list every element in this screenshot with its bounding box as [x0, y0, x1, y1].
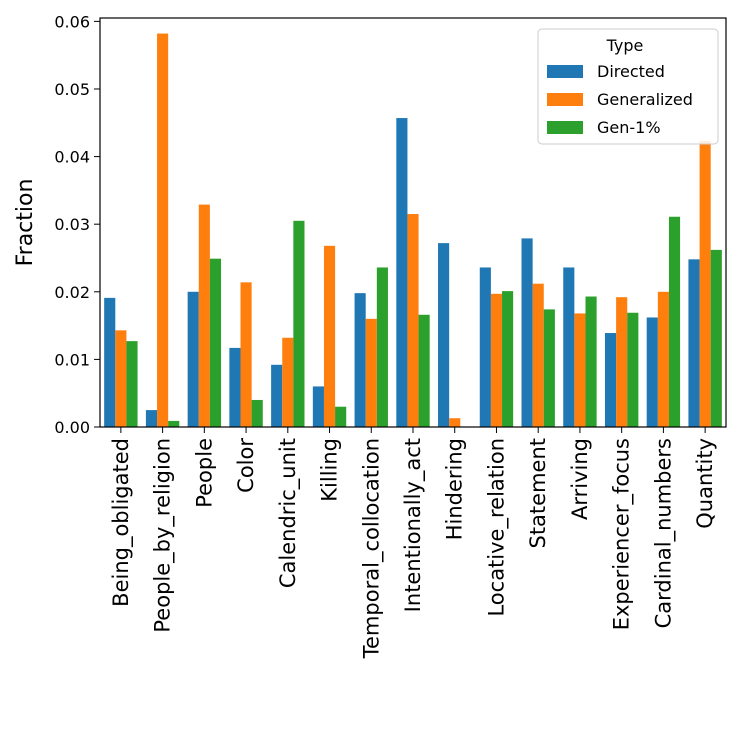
x-tick-label: Temporal_collocation	[359, 438, 384, 659]
bar-directed-intentionally-act	[396, 118, 408, 428]
legend-title: Type	[606, 36, 644, 55]
bar-generalized-arriving	[574, 313, 586, 427]
bar-gen-1--arriving	[585, 296, 597, 427]
y-tick-label: 0.00	[54, 418, 90, 437]
bar-gen-1--killing	[335, 406, 347, 427]
x-tick-label: Arriving	[568, 438, 592, 520]
y-tick-label: 0.01	[54, 350, 90, 369]
legend-label: Generalized	[597, 90, 693, 109]
bar-gen-1--color	[251, 399, 263, 427]
bars-layer	[104, 33, 722, 428]
x-tick-label: Intentionally_act	[401, 438, 426, 612]
x-tick-label: Killing	[318, 438, 342, 502]
y-axis: 0.00 0.01 0.02 0.03 0.04 0.05 0.06	[54, 12, 100, 437]
x-tick-label: Being_obligated	[109, 438, 134, 607]
bar-gen-1--people	[209, 258, 222, 427]
legend-box	[537, 28, 719, 145]
legend-swatch-generalized	[547, 93, 583, 106]
legend: Type Directed Generalized Gen-1%	[537, 28, 719, 145]
bar-gen-1--statement	[543, 309, 555, 427]
x-tick-label: People_by_religion	[151, 438, 176, 633]
bar-gen-1--temporal-collocation	[376, 267, 388, 427]
legend-label: Gen-1%	[597, 118, 661, 137]
x-tick-label: Locative_relation	[484, 438, 509, 617]
bar-gen-1--being-obligated	[126, 341, 138, 427]
bar-directed-arriving	[563, 267, 575, 427]
y-tick-label: 0.02	[54, 283, 90, 302]
bar-directed-killing	[312, 386, 324, 427]
y-tick-label: 0.03	[54, 215, 90, 234]
bar-generalized-quantity	[699, 141, 711, 428]
bar-gen-1--calendric-unit	[293, 220, 305, 427]
bar-directed-hindering	[438, 243, 450, 427]
x-tick-label: People	[192, 438, 216, 508]
y-tick-label: 0.04	[54, 148, 90, 167]
y-tick-label: 0.06	[54, 12, 90, 31]
bar-directed-quantity	[688, 259, 700, 427]
y-tick-label: 0.05	[54, 80, 90, 99]
bar-directed-being-obligated	[104, 297, 116, 427]
bar-directed-cardinal-numbers	[646, 317, 658, 427]
legend-label: Directed	[597, 62, 665, 81]
bar-gen-1--cardinal-numbers	[668, 216, 681, 427]
x-tick-label: Calendric_unit	[276, 438, 301, 588]
bar-directed-calendric-unit	[271, 364, 283, 427]
bar-directed-color	[229, 347, 241, 427]
x-axis: Being_obligated People_by_religion People C…	[109, 427, 717, 659]
bar-directed-experiencer-focus	[604, 333, 617, 427]
x-tick-label: Hindering	[443, 438, 467, 540]
bar-generalized-calendric-unit	[282, 337, 294, 427]
x-tick-label: Color	[234, 438, 258, 493]
x-tick-label: Cardinal_numbers	[651, 438, 676, 628]
bar-generalized-hindering	[449, 418, 461, 427]
bar-generalized-color	[240, 282, 252, 427]
bar-generalized-experiencer-focus	[616, 297, 628, 427]
bar-generalized-locative-relation	[490, 293, 503, 427]
bar-gen-1--experiencer-focus	[627, 312, 639, 427]
bar-generalized-intentionally-act	[407, 214, 419, 427]
bar-directed-people-by-religion	[145, 410, 158, 427]
bar-directed-people	[187, 291, 199, 427]
bar-gen-1--people-by-religion	[168, 420, 180, 427]
x-tick-label: Experiencer_focus	[610, 438, 635, 630]
bar-directed-temporal-collocation	[354, 293, 366, 427]
bar-generalized-people-by-religion	[157, 33, 169, 428]
bar-generalized-cardinal-numbers	[657, 291, 669, 427]
plot-frame	[99, 17, 727, 428]
x-tick-label: Statement	[526, 438, 550, 549]
bar-gen-1--locative-relation	[502, 291, 514, 427]
bar-generalized-statement	[532, 283, 544, 427]
bar-generalized-people	[198, 204, 210, 427]
legend-swatch-directed	[547, 65, 583, 78]
bar-gen-1--quantity	[710, 249, 722, 427]
x-tick-label: Quantity	[693, 438, 717, 529]
bar-directed-locative-relation	[479, 267, 491, 427]
bar-generalized-killing	[323, 245, 336, 427]
y-axis-title: Fraction	[13, 179, 38, 267]
bar-generalized-being-obligated	[115, 330, 127, 427]
legend-swatch-gen-1-	[547, 121, 583, 134]
bar-generalized-temporal-collocation	[365, 318, 377, 427]
bar-gen-1--intentionally-act	[418, 314, 430, 427]
bar-directed-statement	[521, 238, 533, 427]
